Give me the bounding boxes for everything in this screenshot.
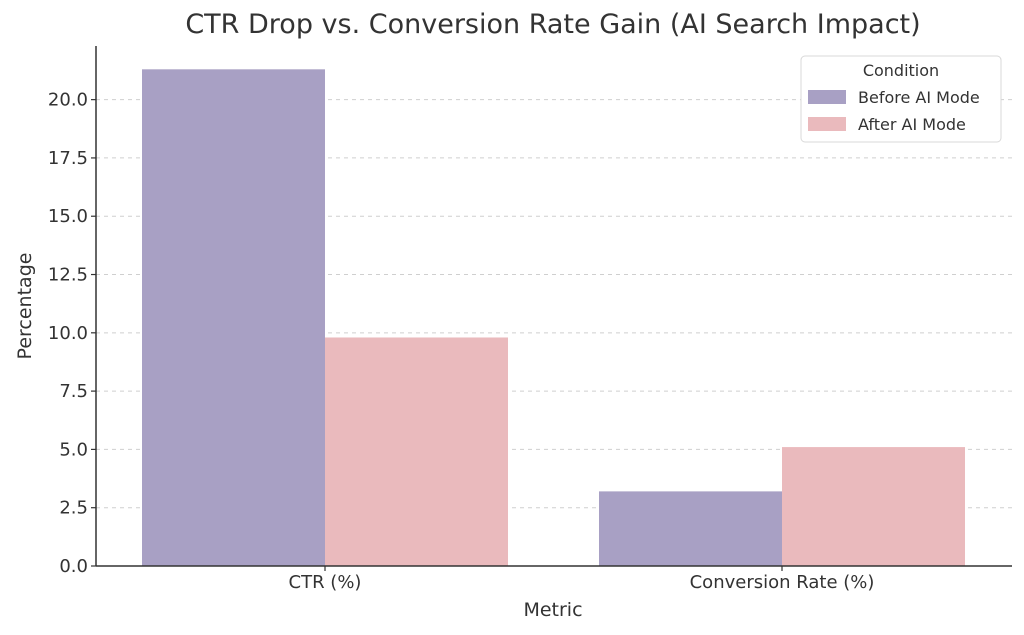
legend: Condition Before AI Mode After AI Mode xyxy=(800,55,1002,143)
legend-label-before-ai-mode: Before AI Mode xyxy=(858,88,980,107)
y-ticks-layer: 0.0 2.5 5.0 7.5 10.0 12.5 15.0 17.5 20.0 xyxy=(48,90,96,577)
x-tick-label: Conversion Rate (%) xyxy=(690,572,875,593)
legend-label-after-ai-mode: After AI Mode xyxy=(858,115,966,134)
x-axis-label: Metric xyxy=(523,599,582,621)
bar-ctr-after-ai-mode xyxy=(325,337,508,566)
y-tick-label: 12.5 xyxy=(48,265,88,286)
y-tick-label: 7.5 xyxy=(59,381,88,402)
x-ticks-layer: CTR (%) Conversion Rate (%) xyxy=(289,566,875,593)
bar-conversion-rate-before-ai-mode xyxy=(599,491,782,566)
y-tick-label: 5.0 xyxy=(59,439,88,460)
legend-box xyxy=(800,55,1002,143)
y-tick-label: 17.5 xyxy=(48,148,88,169)
bar-conversion-rate-after-ai-mode xyxy=(782,447,965,566)
bar-ctr-before-ai-mode xyxy=(142,69,325,566)
y-tick-label: 10.0 xyxy=(48,323,88,344)
legend-swatch-before-ai-mode xyxy=(808,90,846,104)
legend-swatch-after-ai-mode xyxy=(808,117,846,131)
y-tick-label: 2.5 xyxy=(59,498,88,519)
y-axis-label: Percentage xyxy=(14,253,36,360)
legend-title: Condition xyxy=(863,61,939,80)
x-tick-label: CTR (%) xyxy=(289,572,362,593)
y-tick-label: 20.0 xyxy=(48,90,88,111)
y-tick-label: 0.0 xyxy=(59,556,88,577)
chart-title: CTR Drop vs. Conversion Rate Gain (AI Se… xyxy=(185,9,920,40)
y-tick-label: 15.0 xyxy=(48,206,88,227)
bars-layer xyxy=(142,69,965,566)
